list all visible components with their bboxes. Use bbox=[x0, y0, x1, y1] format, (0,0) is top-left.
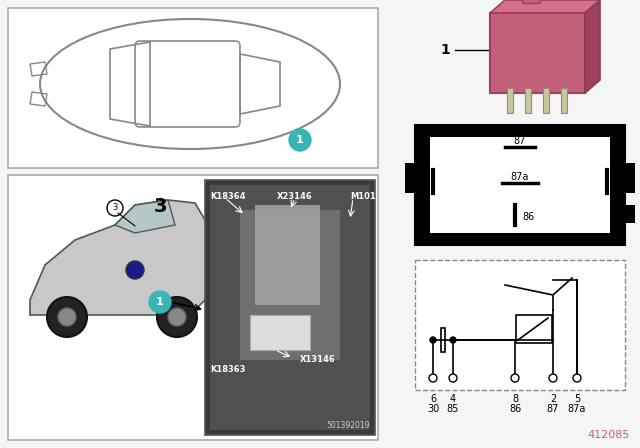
Text: 86: 86 bbox=[509, 404, 521, 414]
Text: 6: 6 bbox=[430, 394, 436, 404]
Text: K18363: K18363 bbox=[210, 365, 245, 374]
Text: 8: 8 bbox=[512, 394, 518, 404]
Text: 87a: 87a bbox=[511, 172, 529, 182]
Bar bbox=[250, 315, 310, 350]
Circle shape bbox=[168, 308, 186, 326]
Circle shape bbox=[511, 374, 519, 382]
Bar bbox=[415, 125, 625, 245]
Circle shape bbox=[430, 337, 436, 343]
Text: 3: 3 bbox=[112, 203, 118, 212]
Bar bbox=[205, 180, 375, 435]
Text: 86: 86 bbox=[522, 212, 534, 222]
Bar bbox=[623, 205, 635, 223]
Circle shape bbox=[58, 308, 76, 326]
Text: 5: 5 bbox=[574, 394, 580, 404]
Circle shape bbox=[429, 374, 437, 382]
Bar bbox=[255, 205, 320, 305]
Circle shape bbox=[289, 129, 311, 151]
Text: 87: 87 bbox=[514, 136, 526, 146]
Polygon shape bbox=[115, 200, 175, 233]
Text: 3: 3 bbox=[153, 198, 167, 216]
Bar bbox=[240, 210, 340, 360]
Text: 412085: 412085 bbox=[588, 430, 630, 440]
Circle shape bbox=[126, 261, 144, 279]
Circle shape bbox=[450, 337, 456, 343]
Circle shape bbox=[47, 297, 87, 337]
Text: 2: 2 bbox=[550, 394, 556, 404]
Circle shape bbox=[449, 374, 457, 382]
Circle shape bbox=[149, 291, 171, 313]
Bar bbox=[430, 137, 610, 233]
Polygon shape bbox=[30, 200, 215, 315]
Bar bbox=[405, 163, 417, 193]
Bar bbox=[8, 8, 378, 168]
Bar bbox=[525, 88, 531, 113]
Bar bbox=[415, 260, 625, 390]
Text: M101: M101 bbox=[350, 192, 376, 201]
Polygon shape bbox=[490, 0, 600, 13]
Circle shape bbox=[549, 374, 557, 382]
Bar bbox=[210, 185, 370, 430]
Text: 85: 85 bbox=[447, 404, 459, 414]
Bar bbox=[561, 88, 567, 113]
Text: 85: 85 bbox=[611, 177, 623, 187]
Bar bbox=[490, 13, 585, 93]
Text: 30: 30 bbox=[417, 177, 429, 187]
Text: K18364: K18364 bbox=[210, 192, 246, 201]
Circle shape bbox=[157, 297, 197, 337]
Text: 501392019: 501392019 bbox=[326, 421, 370, 430]
Circle shape bbox=[107, 200, 123, 216]
Bar bbox=[8, 175, 378, 440]
Circle shape bbox=[573, 374, 581, 382]
Text: 87a: 87a bbox=[568, 404, 586, 414]
Polygon shape bbox=[585, 0, 600, 93]
Text: 1: 1 bbox=[296, 135, 304, 145]
Bar bbox=[507, 88, 513, 113]
Text: 1: 1 bbox=[156, 297, 164, 307]
Text: 30: 30 bbox=[427, 404, 439, 414]
Text: X23146: X23146 bbox=[277, 192, 313, 201]
Text: 87: 87 bbox=[547, 404, 559, 414]
Bar bbox=[543, 88, 549, 113]
Bar bbox=[522, 0, 540, 3]
Text: 1: 1 bbox=[440, 43, 450, 57]
Bar bbox=[516, 315, 552, 343]
Text: 4: 4 bbox=[450, 394, 456, 404]
Bar bbox=[441, 328, 445, 352]
Bar bbox=[623, 163, 635, 193]
Text: X13146: X13146 bbox=[300, 355, 336, 364]
